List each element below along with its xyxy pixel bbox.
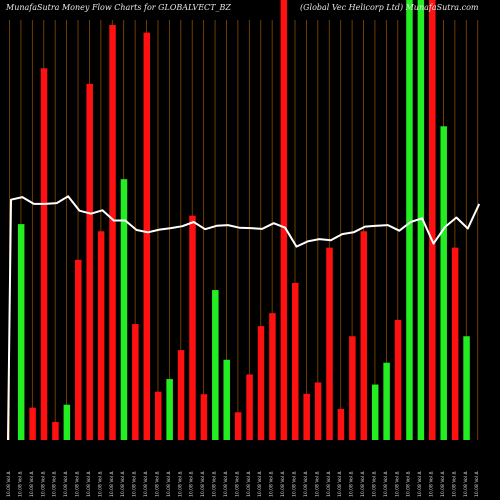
x-tick-label: 10.08 Vol Δ	[234, 471, 240, 497]
x-tick-label: 10.08 Vol Δ	[29, 471, 35, 497]
x-tick-label: 10.08 Vol Δ	[166, 471, 172, 497]
x-tick-label: 10.08 Vol Δ	[406, 471, 412, 497]
x-tick-label: 10.08 Vol Δ	[280, 471, 286, 497]
x-tick-label: 10.08 Vol Δ	[303, 471, 309, 497]
bar	[234, 412, 242, 440]
bar	[63, 404, 71, 440]
bar	[440, 126, 447, 440]
x-tick-label: 10.08 Vol Δ	[451, 471, 457, 497]
x-tick-label: 10.08 Vol Δ	[349, 471, 355, 497]
x-tick-label: 10.08 Vol Δ	[394, 471, 400, 497]
bar	[29, 407, 36, 440]
bar	[292, 282, 299, 440]
bar	[223, 359, 230, 440]
bar	[246, 374, 253, 440]
bar	[360, 231, 368, 440]
x-tick-label: 10.08 Vol Δ	[371, 471, 377, 497]
x-tick-label: 10.08 Vol Δ	[120, 471, 126, 497]
x-tick-labels: 10.08 Vol Δ 10.08 Vol Δ 10.08 Vol Δ 10.08 V…	[6, 471, 480, 497]
x-tick-label: 10.08 Vol Δ	[417, 471, 423, 497]
x-tick-label: 10.08 Vol Δ	[109, 471, 115, 497]
x-tick-label: 10.08 Vol Δ	[269, 471, 275, 497]
x-tick-label: 10.08 Vol Δ	[360, 471, 366, 497]
x-tick-label: 10.08 Vol Δ	[97, 471, 103, 497]
bar	[463, 336, 470, 440]
x-tick-label: 10.08 Vol Δ	[440, 471, 446, 497]
x-tick-label: 10.08 Vol Δ	[86, 471, 92, 497]
x-tick-label: 10.08 Vol Δ	[132, 471, 138, 497]
x-tick-label: 10.08 Vol Δ	[383, 471, 389, 497]
bar	[40, 68, 48, 441]
bar-series	[17, 0, 470, 441]
bar	[406, 0, 413, 440]
bar	[280, 0, 288, 440]
bar	[200, 394, 208, 440]
bar	[383, 362, 390, 440]
x-tick-label: 10.08 Vol Δ	[223, 471, 229, 497]
x-tick-label: 10.08 Vol Δ	[75, 471, 81, 497]
bar	[75, 259, 82, 440]
x-tick-label: 10.08 Vol Δ	[63, 471, 69, 497]
x-tick-label: 10.08 Vol Δ	[52, 471, 58, 497]
x-tick-label: 10.08 Vol Δ	[314, 471, 320, 497]
bar	[166, 379, 173, 440]
bar	[132, 324, 139, 440]
x-tick-label: 10.08 Vol Δ	[200, 471, 206, 497]
x-tick-label: 10.08 Vol Δ	[292, 471, 298, 497]
x-tick-label: 10.08 Vol Δ	[337, 471, 343, 497]
x-tick-label: 10.08 Vol Δ	[429, 471, 435, 497]
bar	[326, 247, 333, 440]
x-tick-label: 10.08 Vol Δ	[212, 471, 218, 497]
bar	[97, 231, 105, 440]
bar	[257, 326, 265, 440]
bar	[52, 421, 59, 440]
x-tick-label: 10.08 Vol Δ	[474, 471, 480, 497]
x-tick-label: 10.08 Vol Δ	[40, 471, 46, 497]
money-flow-line	[7, 195, 481, 441]
bar	[86, 83, 93, 440]
bar	[429, 0, 436, 440]
x-tick-label: 10.08 Vol Δ	[246, 471, 252, 497]
x-tick-label: 10.08 Vol Δ	[154, 471, 160, 497]
x-tick-label: 10.08 Vol Δ	[143, 471, 149, 497]
bar	[417, 0, 425, 440]
bar	[349, 336, 356, 440]
bar	[109, 25, 116, 440]
bar	[269, 313, 276, 440]
bar	[120, 179, 128, 440]
bar	[189, 215, 196, 440]
bar	[337, 408, 345, 440]
bar	[212, 290, 219, 440]
x-tick-label: 10.08 Vol Δ	[463, 471, 469, 497]
bar	[143, 32, 151, 440]
x-tick-label: 10.08 Vol Δ	[17, 471, 23, 497]
x-tick-label: 10.08 Vol Δ	[177, 471, 183, 497]
x-tick-label: 10.08 Vol Δ	[189, 471, 195, 497]
chart-title: MunafaSutra Money Flow Charts for GLOBAL…	[5, 3, 231, 12]
bar	[314, 382, 322, 440]
x-tick-label: 10.08 Vol Δ	[257, 471, 263, 497]
bar	[177, 350, 185, 440]
x-tick-label: 10.08 Vol Δ	[326, 471, 332, 497]
bar	[303, 393, 310, 440]
bar	[17, 224, 25, 440]
bar	[451, 247, 459, 440]
x-tick-label: 10.08 Vol Δ	[6, 471, 12, 497]
bar	[371, 384, 379, 440]
bar	[154, 391, 162, 440]
bar	[394, 319, 402, 440]
chart-subtitle: (Global Vec Helicorp Ltd) MunafaSutra.co…	[300, 3, 479, 12]
